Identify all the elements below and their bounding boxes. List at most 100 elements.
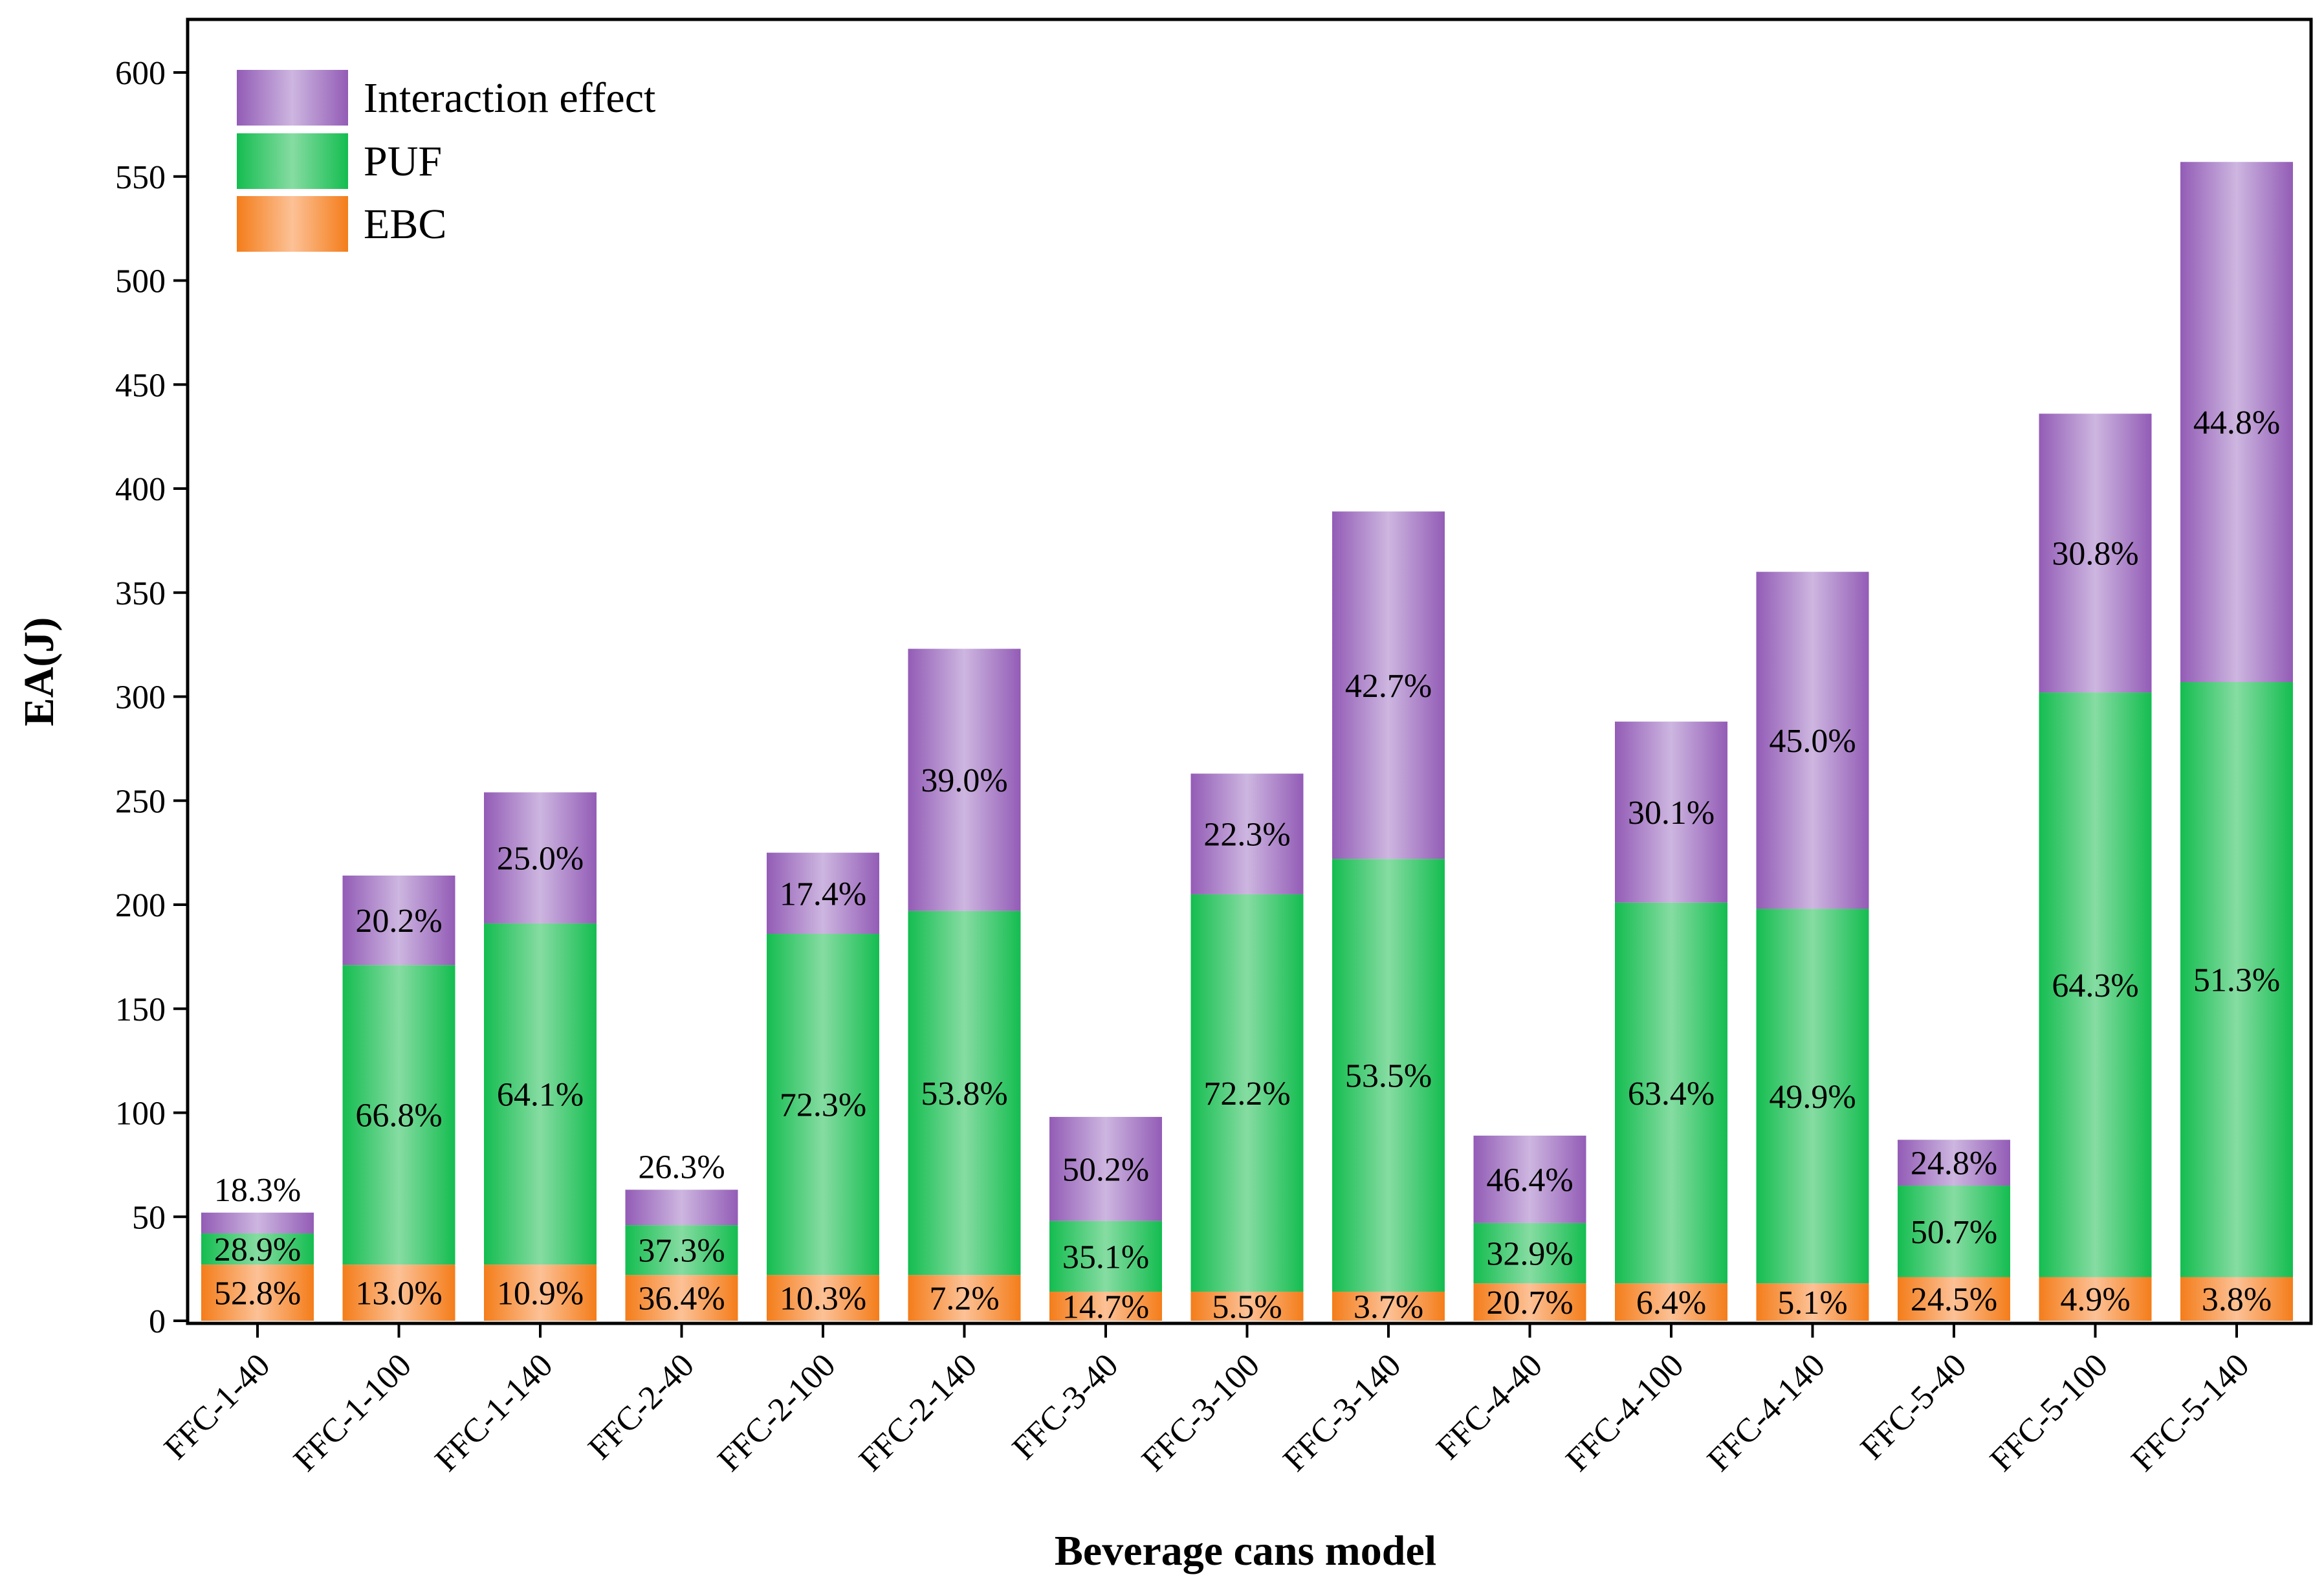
y-tick-label: 200: [115, 887, 166, 924]
bar-label-interaction: 30.1%: [1628, 795, 1715, 832]
bar-label-ebc: 52.8%: [214, 1275, 301, 1312]
bar-segment-interaction: [2039, 414, 2152, 693]
bar-label-interaction: 18.3%: [214, 1172, 301, 1209]
y-tick-label: 350: [115, 575, 166, 612]
bar-label-ebc: 5.5%: [1212, 1288, 1282, 1325]
bar-segment-puf: [1898, 1186, 2010, 1277]
bar-segment-puf: [484, 923, 597, 1265]
x-tick-label: FFC-1-140: [428, 1347, 560, 1479]
y-tick-label: 500: [115, 263, 166, 300]
bar-label-ebc: 20.7%: [1486, 1285, 1573, 1321]
y-tick-label: 150: [115, 991, 166, 1028]
bar-segment-ebc: [908, 1275, 1021, 1321]
bar-label-interaction: 20.2%: [355, 903, 442, 940]
bar-label-ebc: 4.9%: [2060, 1281, 2130, 1318]
legend-label-puf: PUF: [364, 138, 442, 185]
bar-segment-puf: [625, 1225, 738, 1275]
bar-segment-ebc: [1049, 1291, 1162, 1321]
y-tick-label: 600: [115, 55, 166, 92]
bar-segment-interaction: [201, 1212, 314, 1233]
legend-swatch-ebc: [237, 196, 348, 252]
bar-label-puf: 53.5%: [1345, 1058, 1432, 1095]
bar-segment-ebc: [342, 1264, 455, 1321]
x-tick-label: FFC-5-100: [1983, 1347, 2115, 1479]
bar-label-interaction: 26.3%: [638, 1149, 725, 1186]
x-tick-label: FFC-1-40: [157, 1347, 277, 1466]
bar-segment-interaction: [1756, 571, 1869, 909]
plot-frame: [186, 17, 2313, 1325]
bar-segment-ebc: [2039, 1277, 2152, 1321]
bar-label-ebc: 3.8%: [2202, 1281, 2272, 1318]
bar-label-ebc: 13.0%: [355, 1275, 442, 1312]
bar-segment-ebc: [2180, 1277, 2293, 1321]
legend-label-interaction: Interaction effect: [364, 74, 655, 122]
bar-label-puf: 66.8%: [355, 1098, 442, 1134]
bar-label-ebc: 36.4%: [638, 1281, 725, 1318]
y-tick-label: 100: [115, 1096, 166, 1132]
bar-segment-interaction: [342, 875, 455, 966]
x-tick-label: FFC-4-140: [1700, 1347, 1832, 1479]
bar-segment-ebc: [1190, 1291, 1304, 1321]
bar-segment-ebc: [1473, 1283, 1586, 1321]
bar-labels: 52.8% 28.9% 18.3% 13.0% 66.8% 20.2% 10.9% 64.1%…: [214, 404, 2280, 1325]
bar-label-interaction: 50.2%: [1062, 1151, 1149, 1188]
bar-label-puf: 37.3%: [638, 1233, 725, 1270]
bar-label-interaction: 17.4%: [780, 876, 866, 912]
bar-label-puf: 50.7%: [1911, 1214, 1997, 1251]
bar-label-ebc: 10.9%: [497, 1275, 584, 1312]
y-axis-ticks: 0 50 100 150 200 250 300 350 400 450 500 550 600: [115, 55, 188, 1340]
bar-label-ebc: 14.7%: [1062, 1288, 1149, 1325]
bar-segment-interaction: [1473, 1135, 1586, 1223]
bar-segment-puf: [767, 934, 879, 1275]
bar-segment-ebc: [201, 1264, 314, 1321]
bar-label-puf: 53.8%: [921, 1076, 1007, 1112]
bar-label-interaction: 25.0%: [497, 841, 584, 878]
bar-segment-ebc: [1756, 1283, 1869, 1321]
bar-segment-interaction: [767, 852, 879, 934]
bar-label-puf: 64.3%: [2052, 967, 2138, 1004]
y-tick-label: 50: [132, 1199, 166, 1236]
x-tick-label: FFC-3-100: [1135, 1347, 1267, 1479]
bar-segment-ebc: [1898, 1277, 2010, 1321]
bar-label-ebc: 10.3%: [780, 1281, 866, 1318]
bar-segment-puf: [1615, 902, 1727, 1284]
bar-segment-puf: [201, 1233, 314, 1265]
y-tick-label: 400: [115, 471, 166, 508]
bar-segment-puf: [342, 965, 455, 1265]
x-tick-label: FFC-4-40: [1430, 1347, 1550, 1466]
bar-label-interaction: 42.7%: [1345, 668, 1432, 705]
bar-segment-interaction: [484, 792, 597, 923]
bar-label-interaction: 46.4%: [1486, 1162, 1573, 1198]
bar-segment-interaction: [1332, 511, 1445, 859]
bar-label-ebc: 6.4%: [1636, 1285, 1706, 1321]
bar-segment-interaction: [1898, 1140, 2010, 1186]
x-tick-label: FFC-3-140: [1277, 1347, 1409, 1479]
bar-segment-interaction: [1190, 773, 1304, 894]
bar-label-ebc: 24.5%: [1911, 1281, 1997, 1318]
bar-label-interaction: 30.8%: [2052, 536, 2138, 573]
x-tick-label: FFC-4-100: [1559, 1347, 1691, 1479]
y-axis-title: EA(J): [16, 617, 63, 727]
x-tick-label: FFC-2-100: [711, 1347, 843, 1479]
y-tick-label: 300: [115, 679, 166, 716]
y-tick-label: 250: [115, 783, 166, 820]
x-axis-ticks: FFC-1-40 FFC-1-100 FFC-1-140 FFC-2-40 FFC-2-…: [157, 1323, 2256, 1479]
bar-label-puf: 28.9%: [214, 1231, 301, 1268]
bar-segment-interaction: [1049, 1116, 1162, 1221]
bar-label-ebc: 5.1%: [1777, 1285, 1847, 1321]
bar-label-interaction: 44.8%: [2193, 404, 2280, 441]
x-tick-label: FFC-2-140: [852, 1347, 984, 1479]
y-tick-label: 0: [149, 1303, 166, 1340]
bar-label-puf: 63.4%: [1628, 1076, 1715, 1112]
x-tick-label: FFC-5-140: [2125, 1347, 2257, 1479]
bar-label-ebc: 7.2%: [929, 1281, 999, 1318]
bar-segment-ebc: [625, 1275, 738, 1321]
bar-segment-ebc: [484, 1264, 597, 1321]
bar-segment-ebc: [1332, 1291, 1445, 1321]
bar-label-puf: 32.9%: [1486, 1236, 1573, 1273]
bar-label-interaction: 22.3%: [1203, 817, 1290, 854]
bar-label-puf: 51.3%: [2193, 962, 2280, 999]
bar-segment-puf: [1756, 909, 1869, 1284]
x-tick-label: FFC-2-40: [582, 1347, 701, 1466]
